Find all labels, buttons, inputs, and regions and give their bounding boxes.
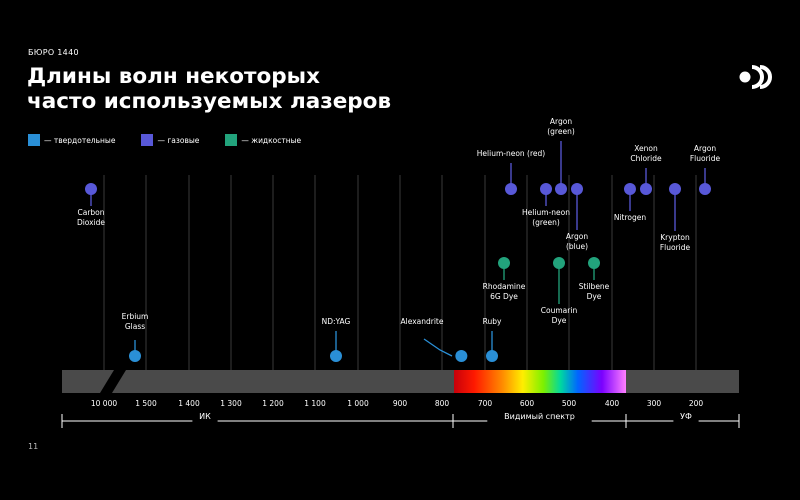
label-xenon-chloride: Xenon (634, 144, 658, 153)
legend-item-solid: — твердотельные (28, 134, 115, 146)
grid-lines (103, 175, 697, 370)
label-argon-fluoride: Argon (694, 144, 716, 153)
leader-alexandrite (423, 338, 453, 357)
label-carbon-dioxide: Carbon (77, 208, 104, 217)
legend-label-gas: — газовые (157, 135, 200, 145)
marker-stilbene-dye (588, 257, 600, 269)
label-ruby: Ruby (483, 317, 502, 326)
x-tick-label: 500 (562, 399, 577, 408)
region-label-2: УФ (680, 412, 692, 421)
label-erbium-glass: Glass (125, 322, 145, 331)
spectrum-regions: ИК Видимый спектр УФ (61, 410, 740, 428)
spectrum-bar-visible (454, 370, 626, 393)
label-xenon-chloride: Chloride (630, 154, 662, 163)
marker-carbon-dioxide (85, 183, 97, 195)
x-tick-label: 300 (647, 399, 662, 408)
x-tick-label: 1 100 (304, 399, 326, 408)
label-rhodamine-6g-dye: Rhodamine (483, 282, 526, 291)
page-title: Длины волн некоторых часто используемых … (27, 64, 391, 114)
label-krypton-fluoride: Krypton (660, 233, 690, 242)
marker-helium-neon-green (540, 183, 552, 195)
marker-nd-yag (330, 350, 342, 362)
label-krypton-fluoride: Fluoride (660, 243, 691, 252)
region-label-bg (192, 410, 218, 422)
x-tick-label: 1 000 (347, 399, 369, 408)
legend-item-liquid: — жидкостные (225, 134, 301, 146)
marker-coumarin-dye (553, 257, 565, 269)
marker-argon-blue (571, 183, 583, 195)
label-alexandrite: Alexandrite (401, 317, 444, 326)
label-argon-green: Argon (550, 117, 572, 126)
x-tick-label: 1 300 (220, 399, 242, 408)
marker-nitrogen (624, 183, 636, 195)
label-stilbene-dye: Stilbene (579, 282, 610, 291)
label-stilbene-dye: Dye (587, 292, 602, 301)
x-tick-label: 700 (478, 399, 493, 408)
x-tick-label: 1 400 (178, 399, 200, 408)
region-label-bg (487, 410, 592, 422)
page-number: 11 (28, 442, 39, 451)
legend: — твердотельные — газовые — жидкостные (28, 134, 301, 146)
marker-alexandrite (455, 350, 468, 362)
brand-name: БЮРО 1440 (28, 48, 79, 57)
x-axis-ticks: 10 000 1 500 1 400 1 300 1 200 1 100 1 000 900 8… (91, 399, 704, 408)
x-tick-label: 800 (435, 399, 450, 408)
label-helium-neon-red: Helium-neon (red) (477, 149, 546, 158)
spectrum-bar (62, 370, 739, 393)
leader-lines (90, 141, 706, 357)
x-tick-label: 200 (689, 399, 704, 408)
legend-label-solid: — твердотельные (44, 135, 116, 145)
region-label-1: Видимый спектр (504, 412, 575, 421)
label-nd-yag: ND:YAG (322, 317, 351, 326)
x-tick-label: 1 500 (135, 399, 157, 408)
marker-rhodamine-6g-dye (498, 257, 510, 269)
title-line-2: часто используемых лазеров (27, 89, 392, 114)
x-tick-label: 600 (520, 399, 535, 408)
brand-logo-icon (739, 65, 772, 89)
region-label-0: ИК (199, 412, 211, 421)
legend-swatch-gas (141, 134, 154, 146)
legend-label-liquid: — жидкостные (241, 135, 302, 145)
label-coumarin-dye: Dye (552, 316, 567, 325)
label-erbium-glass: Erbium (122, 312, 149, 321)
laser-markers (85, 183, 711, 362)
marker-ruby (486, 350, 498, 362)
label-argon-blue: (blue) (566, 242, 588, 251)
label-carbon-dioxide: Dioxide (77, 218, 105, 227)
marker-krypton-fluoride (669, 183, 681, 195)
label-helium-neon-green: (green) (532, 218, 560, 227)
x-tick-label: 1 200 (262, 399, 284, 408)
axis-break-mark (100, 370, 126, 393)
label-nitrogen: Nitrogen (614, 213, 647, 222)
legend-swatch-solid (28, 134, 40, 146)
label-argon-green: (green) (547, 127, 575, 136)
marker-xenon-chloride (640, 183, 652, 195)
marker-argon-fluoride (699, 183, 711, 195)
legend-swatch-liquid (225, 134, 238, 146)
label-argon-fluoride: Fluoride (690, 154, 721, 163)
marker-argon-green (555, 183, 567, 195)
marker-helium-neon-red (505, 183, 517, 195)
label-argon-blue: Argon (566, 232, 588, 241)
x-tick-label: 400 (605, 399, 620, 408)
label-coumarin-dye: Coumarin (541, 306, 578, 315)
region-label-bg (673, 410, 699, 422)
x-tick-label: 900 (393, 399, 408, 408)
marker-erbium-glass (129, 350, 141, 362)
spectrum-bar-base (62, 370, 739, 393)
label-rhodamine-6g-dye: 6G Dye (490, 292, 518, 301)
label-helium-neon-green: Helium-neon (522, 208, 570, 217)
legend-item-gas: — газовые (141, 134, 199, 146)
x-tick-label: 10 000 (91, 399, 117, 408)
title-line-1: Длины волн некоторых (27, 64, 320, 89)
